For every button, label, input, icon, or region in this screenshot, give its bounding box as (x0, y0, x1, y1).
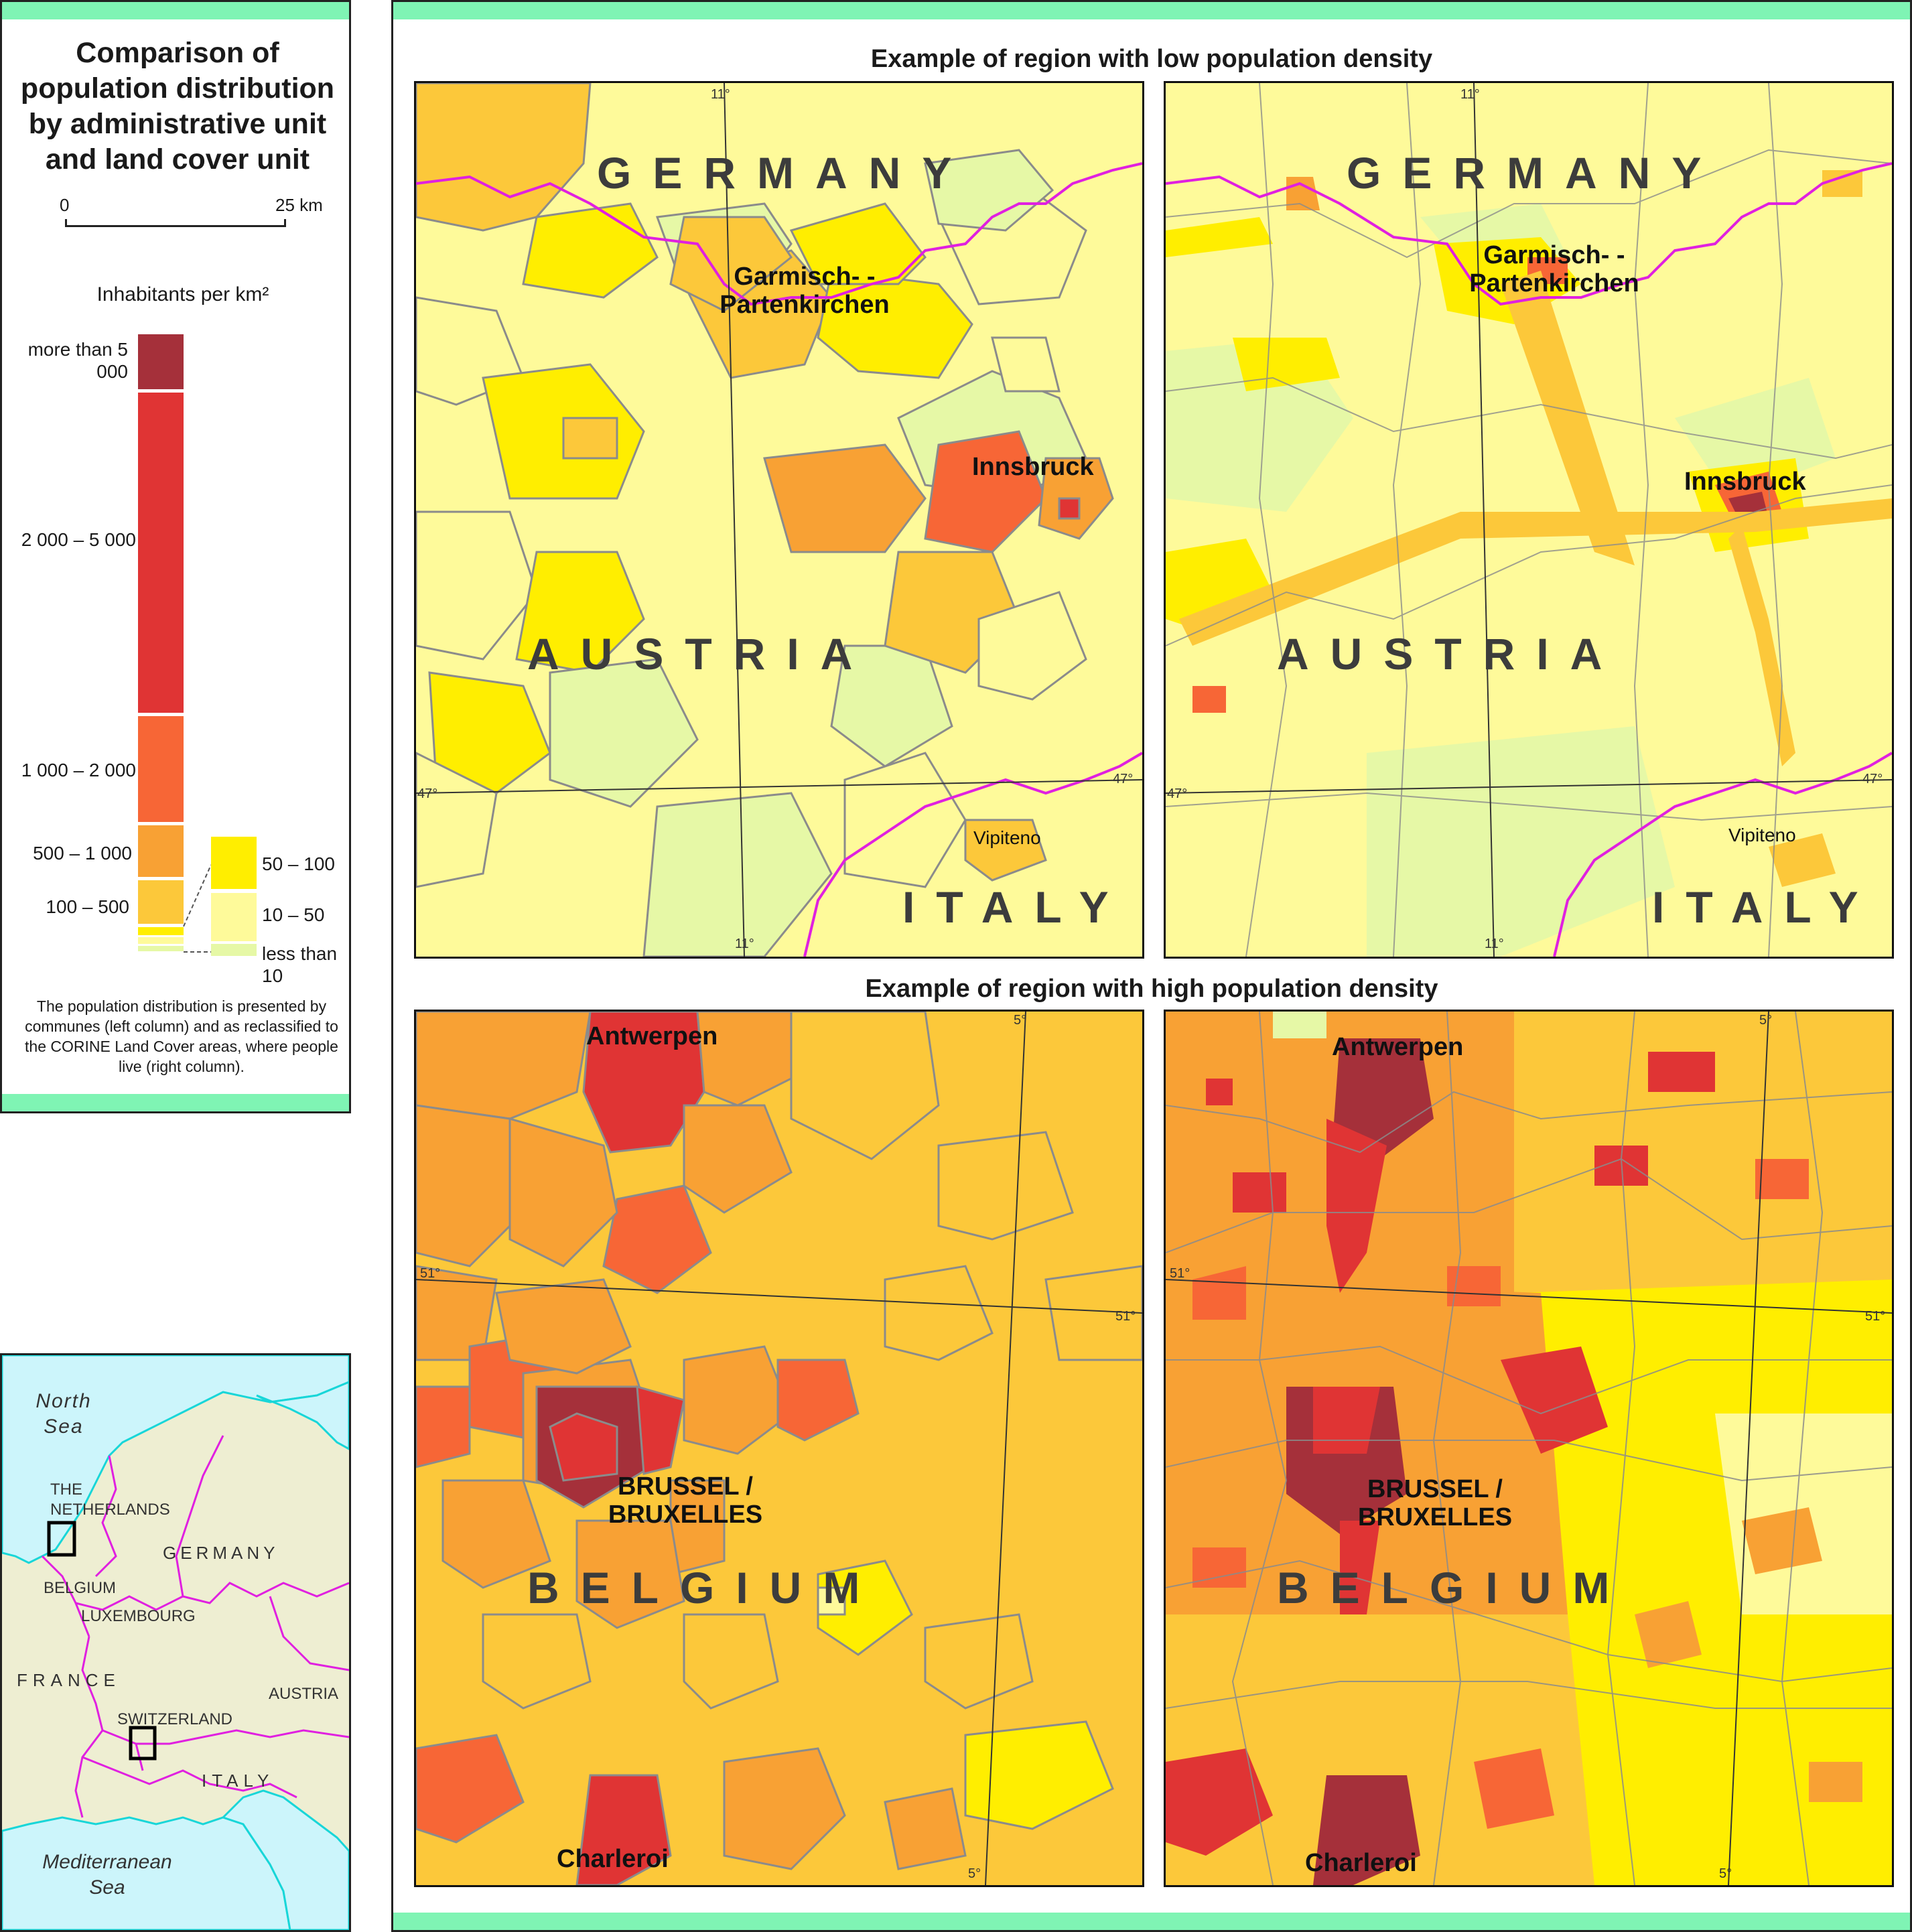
swatch-2000-5000 (138, 393, 184, 713)
class-label-2000-5000: 2 000 – 5 000 (21, 529, 136, 550)
unit-label: Inhabitants per km² (96, 283, 269, 305)
graticule-lat-left-b: 51° (420, 1266, 441, 1281)
country-borders (41, 1435, 349, 1818)
maps-panel: Example of region with low population de… (391, 0, 1912, 1932)
graticule-lat-right-b: 51° (1115, 1309, 1136, 1324)
zoom-connector (183, 864, 212, 953)
city-garmisch: Garmisch- -Partenkirchen (720, 263, 890, 319)
swatch-50-100-thin (138, 927, 184, 935)
graticule-lon-top-b: 5° (1014, 1013, 1027, 1028)
city-brussel-lc: BRUSSEL / BRUXELLES (1357, 1475, 1513, 1531)
label-austria-lc: AUSTRIA (1277, 629, 1624, 679)
city-innsbruck-lc: Innsbruck (1684, 468, 1806, 496)
swatch-less-10-thin (138, 946, 184, 951)
graticule-lat-left-blc: 51° (1170, 1266, 1190, 1281)
graticule-lon-top: 11° (711, 87, 730, 102)
legend-top-band (2, 2, 349, 19)
swatch-50-100 (211, 837, 257, 889)
swatch-less-10 (211, 944, 257, 956)
swatch-500-1000 (138, 825, 184, 877)
swatch-100-500 (138, 880, 184, 924)
locator-svg (2, 1355, 349, 1930)
belgium-extent-box (47, 1521, 76, 1557)
high-density-title: Example of region with high population d… (865, 975, 1438, 1003)
label-germany-lc: GERMANY (1347, 148, 1723, 198)
class-label-100-500: 100 – 500 (46, 896, 129, 917)
map-low-landcover: GERMANY AUSTRIA ITALY Garmisch- -Partenk… (1164, 81, 1894, 959)
locator-label-germany: GERMANY (163, 1543, 279, 1563)
locator-label-luxembourg: LUXEMBOURG (81, 1607, 196, 1625)
adriatic-sea (221, 1789, 349, 1930)
swatch-1000-2000 (138, 716, 184, 822)
graticule-lat-left: 47° (417, 786, 438, 801)
locator-label-netherlands: THE NETHERLANDS (50, 1480, 170, 1519)
label-belgium: BELGIUM (527, 1563, 882, 1612)
class-label-50-100: 50 – 100 (262, 853, 335, 874)
graticule-lat-right-lc: 47° (1862, 772, 1883, 786)
map-low-communes-svg (416, 83, 1142, 957)
city-brussel: BRUSSEL / BRUXELLES (608, 1472, 763, 1529)
legend-note: The population distribution is presented… (25, 997, 338, 1075)
locator-label-italy: ITALY (202, 1771, 275, 1791)
city-garmisch-lc: Garmisch- -Partenkirchen (1469, 241, 1639, 297)
label-italy: ITALY (902, 882, 1130, 932)
city-innsbruck: Innsbruck (972, 453, 1094, 481)
label-germany: GERMANY (597, 148, 973, 198)
scale-bar (65, 219, 286, 227)
locator-label-switzerland: SWITZERLAND (117, 1710, 233, 1728)
locator-label-mediterranean: Mediterranean Sea (42, 1851, 172, 1899)
label-austria: AUSTRIA (527, 629, 874, 679)
graticule-lon-bottom-lc: 11° (1485, 937, 1504, 951)
scale-zero: 0 (60, 195, 70, 215)
swatch-10-50 (211, 893, 257, 941)
city-charleroi: Charleroi (557, 1845, 669, 1873)
austria-extent-box (129, 1726, 157, 1761)
city-charleroi-lc: Charleroi (1305, 1849, 1417, 1877)
label-belgium-lc: BELGIUM (1277, 1563, 1631, 1612)
map-high-landcover-svg (1166, 1012, 1892, 1885)
map-low-communes: GERMANY AUSTRIA ITALY Garmisch- -Partenk… (414, 81, 1144, 959)
swatch-10-50-thin (138, 937, 184, 944)
locator-label-belgium: BELGIUM (44, 1579, 117, 1597)
class-label-500-1000: 500 – 1 000 (33, 843, 132, 864)
class-label-more-than-5000: more than 5 000 (27, 339, 128, 382)
graticule-lon-bottom-blc: 5° (1719, 1866, 1732, 1881)
legend-bottom-band (2, 1094, 349, 1111)
legend-panel: Comparison of population distribution by… (0, 0, 351, 1113)
map-high-landcover: BELGIUM Antwerpen BRUSSEL / BRUXELLES Ch… (1164, 1010, 1894, 1887)
locator-label-france: FRANCE (17, 1670, 121, 1690)
locator-map: North Sea THE NETHERLANDS GERMANY BELGIU… (0, 1353, 351, 1932)
locator-label-austria: AUSTRIA (269, 1685, 339, 1703)
graticule-lon-top-lc: 11° (1460, 87, 1480, 102)
scale-max: 25 km (275, 195, 323, 215)
city-antwerpen: Antwerpen (586, 1022, 718, 1050)
graticule-lon-bottom-b: 5° (968, 1866, 981, 1881)
main-top-band (393, 2, 1910, 19)
class-label-1000-2000: 1 000 – 2 000 (21, 760, 136, 780)
city-antwerpen-lc: Antwerpen (1332, 1033, 1464, 1061)
class-label-less-10: less than 10 (262, 943, 338, 986)
graticule-lon-top-blc: 5° (1759, 1013, 1773, 1028)
locator-label-north-sea: North Sea (36, 1390, 92, 1438)
graticule-lat-right-blc: 51° (1865, 1309, 1886, 1324)
legend-title: Comparison of population distribution by… (20, 37, 335, 176)
class-label-10-50: 10 – 50 (262, 904, 325, 925)
graticule-lat-right: 47° (1113, 772, 1134, 786)
swatch-more-than-5000 (138, 334, 184, 389)
baltic-sea (256, 1381, 349, 1450)
city-vipiteno: Vipiteno (973, 827, 1041, 848)
map-high-communes-svg (416, 1012, 1142, 1885)
low-density-title: Example of region with low population de… (870, 45, 1433, 73)
main-bottom-band (393, 1913, 1910, 1930)
label-italy-lc: ITALY (1652, 882, 1880, 932)
map-low-landcover-svg (1166, 83, 1892, 957)
city-vipiteno-lc: Vipiteno (1728, 825, 1796, 845)
map-high-communes: BELGIUM Antwerpen BRUSSEL / BRUXELLES Ch… (414, 1010, 1144, 1887)
graticule-lat-left-lc: 47° (1167, 786, 1188, 801)
graticule-lon-bottom: 11° (735, 937, 754, 951)
